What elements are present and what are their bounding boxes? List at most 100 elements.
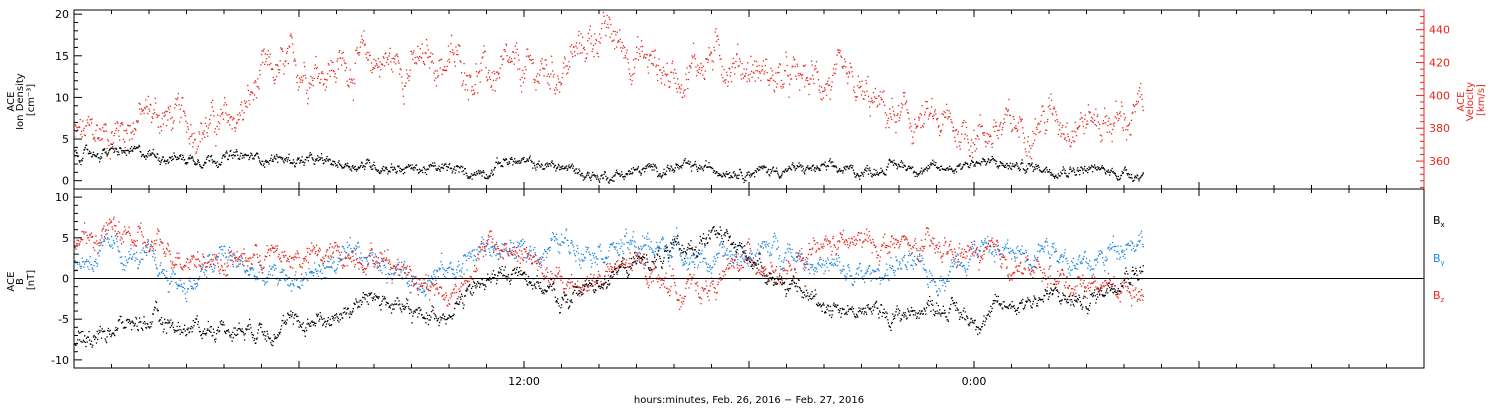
by-point: [367, 265, 369, 267]
density-point: [595, 176, 597, 178]
by-point: [365, 258, 368, 260]
density-point: [893, 159, 895, 161]
by-point: [1007, 239, 1009, 241]
by-point: [943, 281, 945, 283]
density-point: [1079, 174, 1081, 176]
by-point: [866, 269, 868, 271]
velocity-point: [946, 109, 948, 111]
velocity-point: [145, 99, 147, 101]
by-point: [847, 265, 849, 267]
velocity-point: [825, 83, 827, 85]
density-point: [767, 170, 769, 172]
by-point: [836, 260, 838, 262]
by-point: [901, 258, 903, 260]
by-point: [913, 260, 915, 262]
by-point: [682, 264, 684, 266]
velocity-point: [1087, 123, 1089, 125]
velocity-point: [650, 54, 652, 56]
velocity-point: [641, 50, 643, 52]
density-point: [455, 165, 458, 167]
velocity-point: [435, 85, 438, 87]
by-point: [340, 251, 343, 253]
by-point: [735, 255, 738, 257]
velocity-point: [1129, 122, 1131, 125]
velocity-point: [1100, 141, 1102, 143]
by-point: [587, 246, 589, 249]
density-point: [355, 168, 357, 171]
velocity-point: [1096, 115, 1098, 118]
velocity-point: [679, 91, 681, 94]
velocity-point: [459, 45, 461, 47]
density-point: [180, 154, 182, 156]
density-point: [575, 168, 578, 170]
density-point: [352, 167, 354, 169]
velocity-point: [432, 53, 434, 55]
by-point: [780, 260, 783, 262]
density-point: [282, 160, 284, 162]
velocity-point: [649, 55, 651, 57]
density-point: [861, 172, 863, 174]
velocity-point: [578, 30, 580, 33]
density-point: [784, 169, 786, 171]
velocity-point: [971, 151, 973, 154]
velocity-point: [532, 62, 535, 64]
velocity-point: [269, 64, 271, 66]
by-point: [360, 257, 363, 259]
by-point: [102, 240, 105, 243]
velocity-point: [235, 122, 238, 125]
by-point: [135, 257, 137, 259]
by-point: [1000, 253, 1002, 255]
density-point: [1098, 166, 1100, 169]
by-point: [280, 271, 283, 273]
velocity-point: [462, 80, 465, 82]
density-point: [272, 160, 274, 162]
density-point: [1017, 165, 1019, 167]
by-point: [147, 241, 149, 243]
density-point: [510, 158, 512, 160]
by-point: [139, 260, 141, 262]
velocity-point: [492, 89, 494, 91]
density-point: [862, 175, 865, 177]
velocity-point: [824, 89, 826, 91]
density-point: [639, 170, 641, 172]
density-point: [515, 160, 517, 162]
density-point: [1042, 170, 1044, 172]
density-point: [1119, 177, 1121, 179]
velocity-point: [323, 83, 325, 85]
density-point: [789, 167, 791, 169]
velocity-point: [760, 70, 763, 72]
density-point: [404, 167, 406, 169]
velocity-point: [677, 83, 680, 85]
density-point: [115, 148, 118, 150]
density-point: [617, 173, 619, 175]
density-point: [411, 164, 413, 166]
density-point: [1080, 166, 1083, 168]
velocity-point: [405, 82, 407, 84]
by-point: [527, 254, 530, 256]
density-point: [1119, 178, 1121, 181]
density-point: [373, 161, 375, 163]
density-point: [368, 159, 370, 161]
by-point: [250, 269, 252, 271]
by-point: [420, 285, 422, 287]
velocity-point: [663, 70, 665, 72]
velocity-point: [319, 82, 321, 84]
velocity-point: [356, 47, 358, 49]
velocity-point: [1085, 123, 1088, 125]
velocity-point: [381, 63, 383, 65]
density-point: [522, 157, 524, 159]
by-point: [545, 250, 547, 253]
velocity-point: [180, 116, 182, 119]
density-point: [1050, 174, 1052, 176]
by-point: [169, 283, 171, 285]
velocity-point: [1031, 145, 1033, 147]
velocity-point: [139, 108, 141, 110]
by-point: [672, 247, 675, 249]
velocity-point: [162, 112, 164, 114]
by-point: [198, 278, 200, 280]
velocity-point: [815, 67, 817, 70]
density-point: [390, 163, 393, 165]
density-point: [391, 166, 393, 168]
by-point: [437, 276, 440, 278]
density-point: [1123, 169, 1125, 171]
